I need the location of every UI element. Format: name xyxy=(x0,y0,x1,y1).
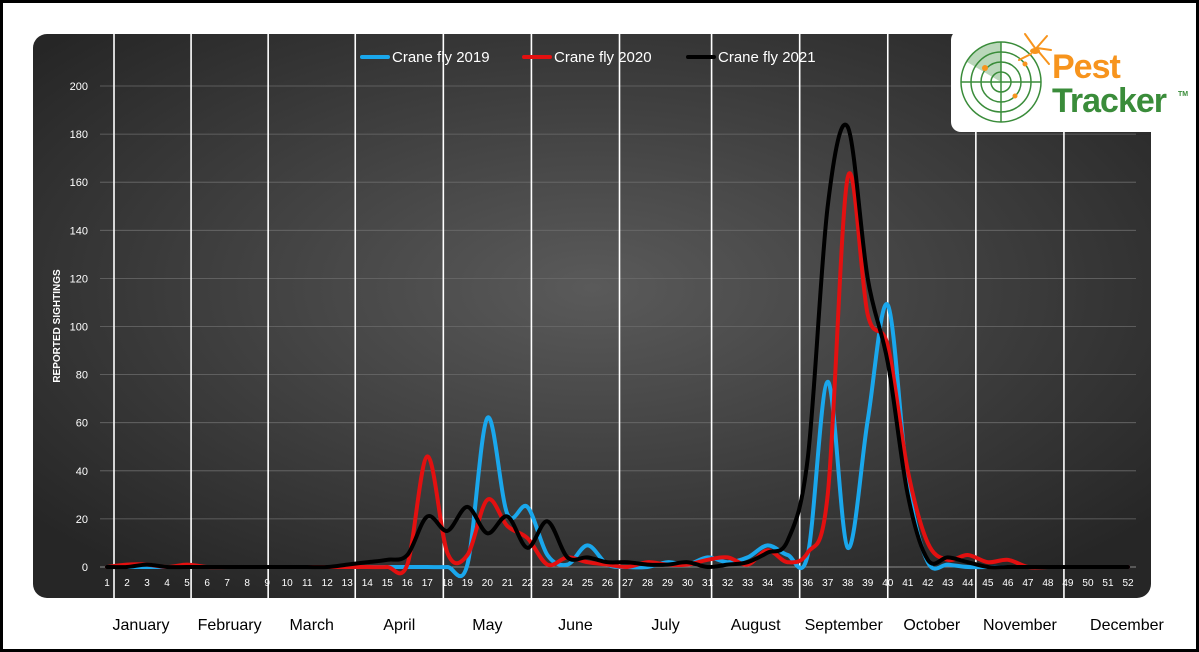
month-label: November xyxy=(983,617,1057,634)
x-tick-label: 37 xyxy=(822,578,834,589)
x-tick-label: 31 xyxy=(702,578,714,589)
month-label: March xyxy=(289,617,333,634)
x-tick-label: 1 xyxy=(104,578,110,589)
x-tick-label: 21 xyxy=(502,578,514,589)
x-tick-label: 33 xyxy=(742,578,754,589)
series-line-crane-fly-2021 xyxy=(105,122,1130,570)
y-tick-label: 120 xyxy=(70,273,88,285)
month-label: June xyxy=(558,617,593,634)
x-tick-label: 7 xyxy=(224,578,230,589)
x-tick-label: 5 xyxy=(184,578,190,589)
x-tick-label: 42 xyxy=(922,578,934,589)
month-label: January xyxy=(113,617,170,634)
x-tick-label: 51 xyxy=(1102,578,1114,589)
x-tick-label: 22 xyxy=(522,578,534,589)
x-tick-label: 8 xyxy=(244,578,250,589)
x-tick-label: 36 xyxy=(802,578,814,589)
x-tick-label: 6 xyxy=(204,578,210,589)
month-label: December xyxy=(1090,617,1164,634)
x-tick-label: 48 xyxy=(1042,578,1054,589)
month-label: July xyxy=(651,617,679,634)
x-tick-label: 24 xyxy=(562,578,574,589)
logo-text-pest: Pest xyxy=(1052,48,1121,86)
x-tick-label: 23 xyxy=(542,578,554,589)
x-tick-label: 9 xyxy=(264,578,270,589)
x-tick-label: 34 xyxy=(762,578,774,589)
x-tick-label: 30 xyxy=(682,578,694,589)
legend-label-crane-fly-2020: Crane fly 2020 xyxy=(554,49,652,66)
y-tick-label: 0 xyxy=(82,562,88,574)
x-tick-label: 46 xyxy=(1002,578,1014,589)
x-tick-label: 14 xyxy=(362,578,374,589)
month-label: May xyxy=(472,617,502,634)
x-tick-label: 41 xyxy=(902,578,914,589)
month-label: October xyxy=(903,617,961,634)
y-tick-label: 100 xyxy=(70,322,88,334)
x-tick-label: 17 xyxy=(422,578,434,589)
x-tick-label: 40 xyxy=(882,578,894,589)
x-tick-label: 52 xyxy=(1122,578,1134,589)
month-label: April xyxy=(383,617,415,634)
logo-trademark: TM xyxy=(1178,91,1189,98)
y-tick-label: 80 xyxy=(76,370,88,382)
x-tick-label: 4 xyxy=(164,578,170,589)
x-tick-label: 26 xyxy=(602,578,614,589)
x-tick-label: 2 xyxy=(124,578,130,589)
radar-icon xyxy=(960,33,1052,123)
y-axis-label: REPORTED SIGHTINGS xyxy=(52,269,63,383)
month-label: September xyxy=(805,617,884,634)
x-tick-label: 35 xyxy=(782,578,794,589)
x-tick-label: 12 xyxy=(322,578,334,589)
x-tick-label: 39 xyxy=(862,578,874,589)
legend-label-crane-fly-2021: Crane fly 2021 xyxy=(718,49,816,66)
x-tick-label: 3 xyxy=(144,578,150,589)
x-tick-label: 16 xyxy=(402,578,414,589)
x-tick-label: 43 xyxy=(942,578,954,589)
month-label: August xyxy=(731,617,781,634)
x-tick-label: 13 xyxy=(342,578,354,589)
x-tick-label: 18 xyxy=(442,578,454,589)
y-tick-label: 180 xyxy=(70,129,88,141)
x-tick-label: 45 xyxy=(982,578,994,589)
x-tick-label: 11 xyxy=(302,578,313,589)
x-tick-label: 10 xyxy=(282,578,294,589)
x-tick-label: 28 xyxy=(642,578,654,589)
x-tick-label: 29 xyxy=(662,578,674,589)
x-tick-label: 47 xyxy=(1022,578,1034,589)
y-tick-label: 200 xyxy=(70,81,88,93)
month-label: February xyxy=(198,617,262,634)
x-tick-label: 38 xyxy=(842,578,854,589)
legend-label-crane-fly-2019: Crane fly 2019 xyxy=(392,49,490,66)
x-tick-label: 44 xyxy=(962,578,974,589)
y-tick-label: 60 xyxy=(76,418,88,430)
x-tick-label: 27 xyxy=(622,578,634,589)
y-tick-label: 40 xyxy=(76,466,88,478)
x-tick-label: 15 xyxy=(382,578,394,589)
y-tick-label: 160 xyxy=(70,177,88,189)
x-tick-label: 50 xyxy=(1082,578,1094,589)
x-tick-label: 25 xyxy=(582,578,594,589)
y-tick-label: 20 xyxy=(76,514,88,526)
logo-text-tracker: Tracker xyxy=(1052,82,1167,120)
x-tick-label: 20 xyxy=(482,578,494,589)
plot-area xyxy=(33,34,1151,598)
x-tick-label: 49 xyxy=(1062,578,1074,589)
x-tick-label: 19 xyxy=(462,578,474,589)
pest-tracker-logo: Pest Tracker TM xyxy=(951,30,1195,132)
x-tick-label: 32 xyxy=(722,578,734,589)
y-tick-label: 140 xyxy=(70,225,88,237)
